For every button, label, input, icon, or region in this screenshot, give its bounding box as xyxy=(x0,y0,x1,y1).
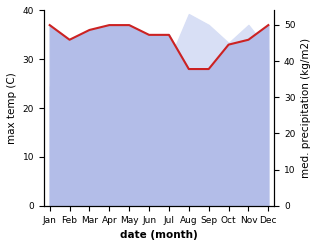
X-axis label: date (month): date (month) xyxy=(120,230,198,240)
Y-axis label: max temp (C): max temp (C) xyxy=(7,72,17,144)
Y-axis label: med. precipitation (kg/m2): med. precipitation (kg/m2) xyxy=(301,38,311,178)
